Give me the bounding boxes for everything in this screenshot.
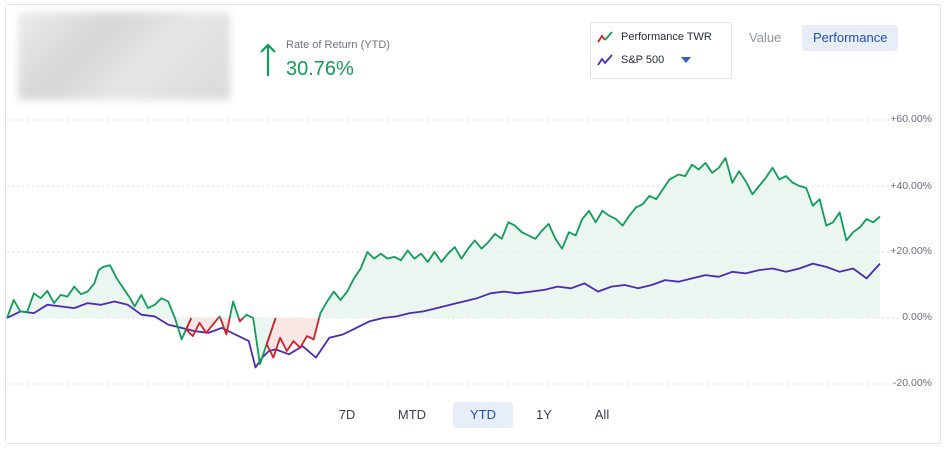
range-button-all[interactable]: All [594, 407, 610, 422]
performance-series-line-negative [237, 317, 244, 323]
rate-of-return-label: Rate of Return (YTD) [286, 39, 390, 51]
y-tick-label: +40.00% [890, 180, 932, 192]
range-button-ytd[interactable]: YTD [453, 402, 513, 428]
legend-box[interactable]: Performance TWR S&P 500 [590, 22, 732, 79]
positive-area-fill [7, 265, 192, 340]
value-toggle-button[interactable]: Value [749, 30, 782, 45]
legend-item-benchmark[interactable]: S&P 500 [597, 54, 664, 66]
negative-area-fill [266, 318, 320, 358]
chevron-down-icon[interactable] [681, 57, 691, 63]
performance-series-line-negative [265, 317, 320, 359]
blurred-account-summary [18, 12, 230, 100]
positive-area-fill [243, 314, 276, 365]
performance-series-line-positive [228, 300, 240, 319]
y-tick-label: +20.00% [890, 245, 932, 257]
y-tick-label: 0.00% [902, 311, 932, 323]
legend-item-performance: Performance TWR [597, 31, 712, 43]
performance-series-line-positive [242, 313, 277, 366]
y-tick-label: +60.00% [890, 113, 932, 125]
performance-series-line-positive [6, 264, 193, 341]
benchmark-line-icon [597, 54, 613, 66]
arrow-up-icon [260, 43, 276, 76]
legend-label-performance: Performance TWR [621, 31, 712, 43]
performance-toggle-button[interactable]: Performance [802, 25, 899, 51]
rate-of-return-value: 30.76% [286, 58, 354, 80]
range-button-1y[interactable]: 1Y [536, 407, 552, 422]
range-button-mtd[interactable]: MTD [397, 407, 427, 422]
performance-line-icon [597, 31, 613, 43]
performance-series-line-positive [217, 315, 222, 319]
performance-series-line-negative [185, 317, 219, 337]
y-tick-label: -20.00% [892, 377, 932, 389]
performance-series-line-negative [219, 317, 231, 336]
sp500-series-line [6, 262, 881, 369]
positive-area-fill [319, 158, 881, 318]
performance-series-line-positive [318, 157, 881, 319]
range-button-7d[interactable]: 7D [338, 407, 356, 422]
legend-label-benchmark: S&P 500 [621, 54, 665, 66]
